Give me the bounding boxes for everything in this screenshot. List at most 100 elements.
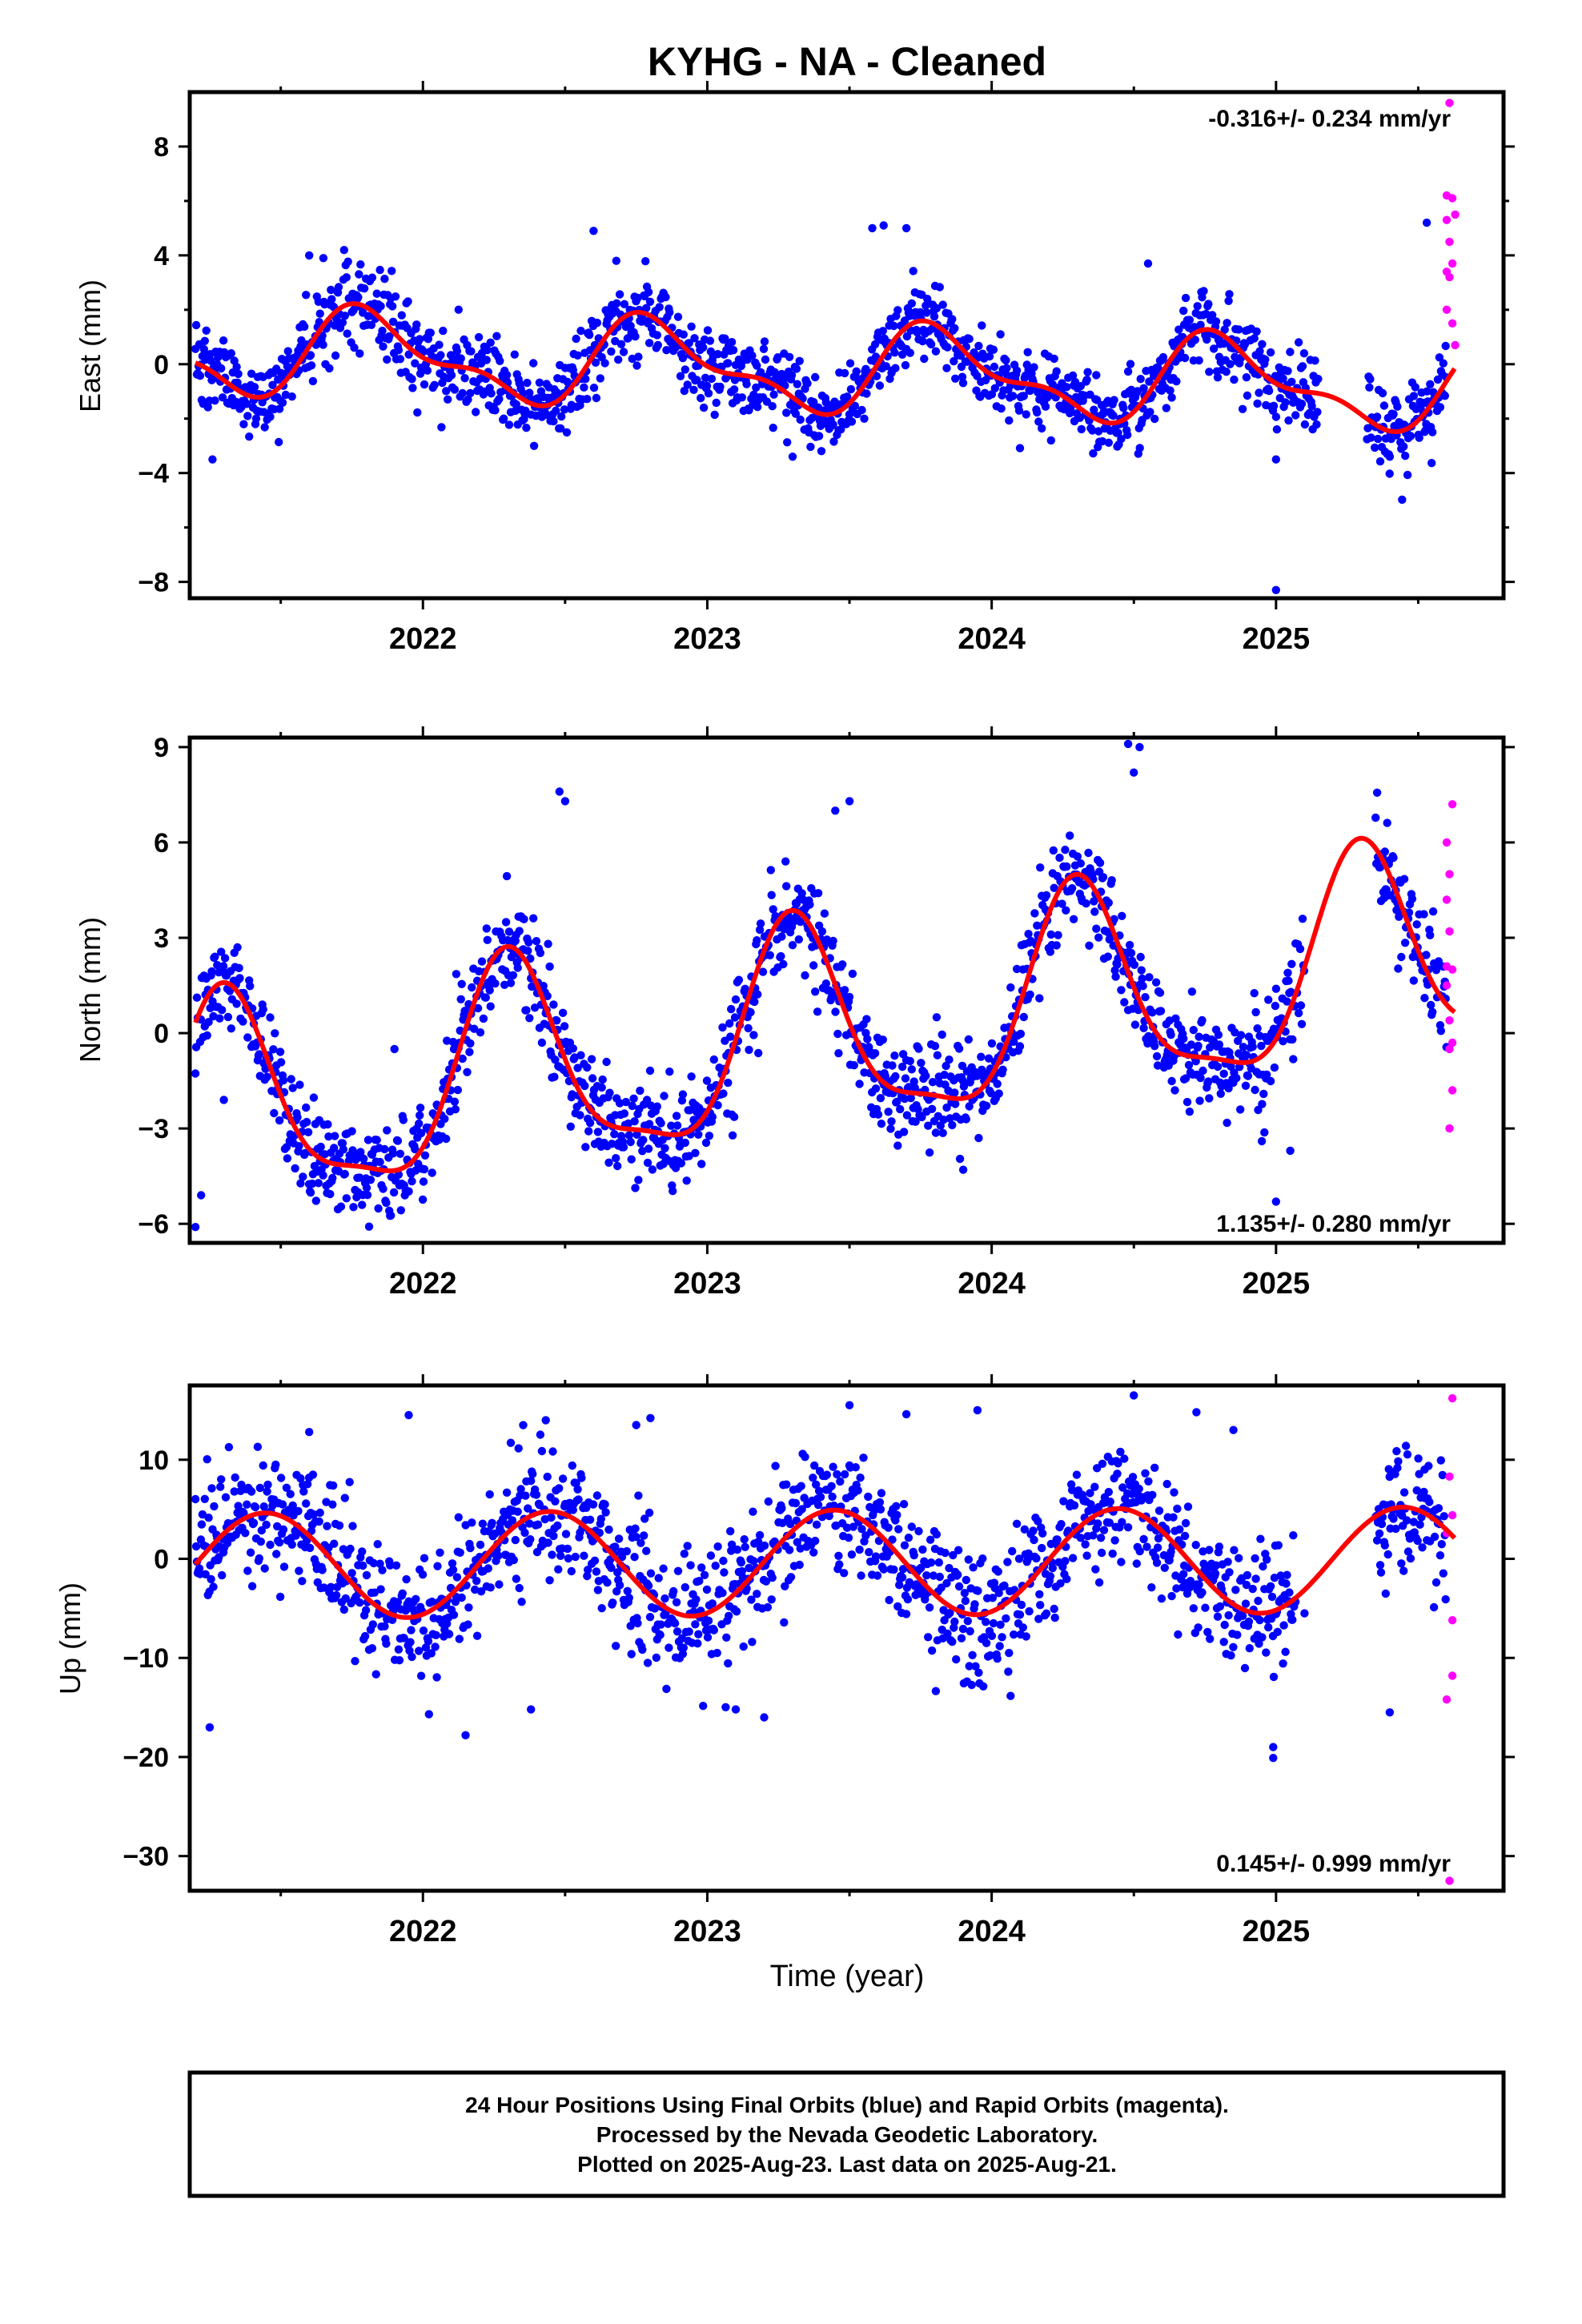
final-orbit-point [950, 1088, 959, 1097]
final-orbit-point [1295, 944, 1305, 954]
final-orbit-point [709, 1626, 718, 1634]
final-orbit-point [863, 1035, 872, 1043]
final-orbit-point [697, 1563, 706, 1572]
final-orbit-point [207, 967, 216, 976]
final-orbit-point [1050, 354, 1058, 364]
final-orbit-point [1066, 831, 1074, 840]
final-orbit-point [1084, 848, 1093, 858]
final-orbit-point [279, 1562, 289, 1571]
final-orbit-point [626, 1137, 635, 1147]
final-orbit-point [306, 351, 315, 360]
final-orbit-point [933, 1051, 942, 1059]
final-orbit-point [1198, 293, 1207, 302]
final-orbit-point [1117, 1558, 1126, 1566]
final-orbit-point [700, 1570, 709, 1580]
final-orbit-point [203, 1455, 211, 1464]
final-orbit-point [1366, 375, 1375, 384]
final-orbit-point [511, 406, 520, 416]
final-orbit-point [374, 1204, 383, 1213]
final-orbit-point [247, 369, 256, 378]
final-orbit-point [693, 1639, 702, 1648]
final-orbit-point [380, 1144, 389, 1154]
final-orbit-point [1194, 1041, 1203, 1051]
east-series-layer [191, 99, 1460, 594]
final-orbit-point [998, 1633, 1006, 1642]
final-orbit-point [354, 293, 363, 302]
final-orbit-point [464, 1603, 473, 1612]
final-orbit-point [509, 1555, 518, 1565]
final-orbit-point [615, 1581, 624, 1590]
final-orbit-point [977, 1052, 986, 1061]
final-orbit-point [368, 1620, 377, 1629]
final-orbit-point [266, 412, 275, 421]
final-orbit-point [644, 339, 654, 348]
rapid-orbit-point [1447, 259, 1457, 268]
rapid-orbit-point [1447, 1086, 1457, 1095]
final-orbit-point [556, 1551, 565, 1561]
final-orbit-point [302, 1103, 311, 1112]
final-orbit-point [330, 1539, 339, 1548]
final-orbit-point [1257, 1136, 1267, 1146]
final-orbit-point [205, 1723, 215, 1732]
final-orbit-point [428, 1168, 436, 1177]
final-orbit-point [561, 1530, 571, 1538]
final-orbit-point [1420, 994, 1429, 1003]
final-orbit-point [568, 1461, 576, 1470]
final-orbit-point [974, 1668, 983, 1677]
final-orbit-point [502, 871, 512, 881]
rapid-orbit-point [1445, 237, 1454, 247]
final-orbit-point [1271, 455, 1281, 464]
final-orbit-point [872, 372, 881, 380]
final-orbit-point [549, 416, 558, 426]
final-orbit-point [835, 1560, 844, 1569]
final-orbit-point [224, 1442, 234, 1452]
final-orbit-point [1439, 359, 1448, 368]
final-orbit-point [1009, 392, 1018, 400]
final-orbit-point [1090, 1482, 1099, 1491]
final-orbit-point [1126, 360, 1135, 368]
final-orbit-point [387, 1211, 396, 1220]
final-orbit-point [355, 1598, 364, 1607]
final-orbit-point [1150, 414, 1159, 424]
final-orbit-point [1264, 1622, 1273, 1632]
final-orbit-point [669, 1586, 678, 1596]
final-orbit-point [1291, 411, 1300, 420]
final-orbit-point [502, 371, 512, 380]
final-orbit-point [585, 1515, 595, 1524]
final-orbit-point [597, 1604, 606, 1613]
final-orbit-point [679, 1643, 688, 1652]
final-orbit-point [1252, 327, 1261, 336]
final-orbit-point [485, 1490, 494, 1499]
final-orbit-point [431, 1642, 440, 1651]
final-orbit-point [223, 1012, 233, 1022]
final-orbit-point [293, 1112, 302, 1122]
final-orbit-point [419, 1177, 428, 1186]
final-orbit-point [1135, 1546, 1144, 1556]
final-orbit-point [1253, 1024, 1262, 1033]
final-orbit-point [705, 336, 715, 345]
final-orbit-point [794, 935, 803, 944]
final-orbit-point [685, 339, 693, 348]
final-orbit-point [487, 389, 496, 398]
final-orbit-point [779, 959, 788, 969]
final-orbit-point [719, 1556, 728, 1566]
final-orbit-point [334, 283, 343, 292]
rapid-orbit-point [1442, 981, 1452, 990]
x-tick-label: 2022 [389, 622, 457, 656]
final-orbit-point [642, 304, 651, 312]
final-orbit-point [486, 338, 495, 347]
final-orbit-point [450, 1097, 460, 1106]
final-orbit-point [1015, 444, 1025, 452]
final-orbit-point [1266, 1076, 1275, 1086]
final-orbit-point [1209, 344, 1219, 353]
final-orbit-point [958, 379, 968, 388]
final-orbit-point [215, 1014, 224, 1023]
final-orbit-point [275, 1538, 284, 1547]
final-orbit-point [1429, 1602, 1439, 1612]
final-orbit-point [424, 1710, 433, 1719]
final-orbit-point [1223, 1118, 1231, 1128]
final-orbit-point [319, 254, 328, 263]
final-orbit-point [314, 1179, 323, 1188]
final-orbit-point [727, 338, 737, 347]
final-orbit-point [339, 1145, 348, 1154]
